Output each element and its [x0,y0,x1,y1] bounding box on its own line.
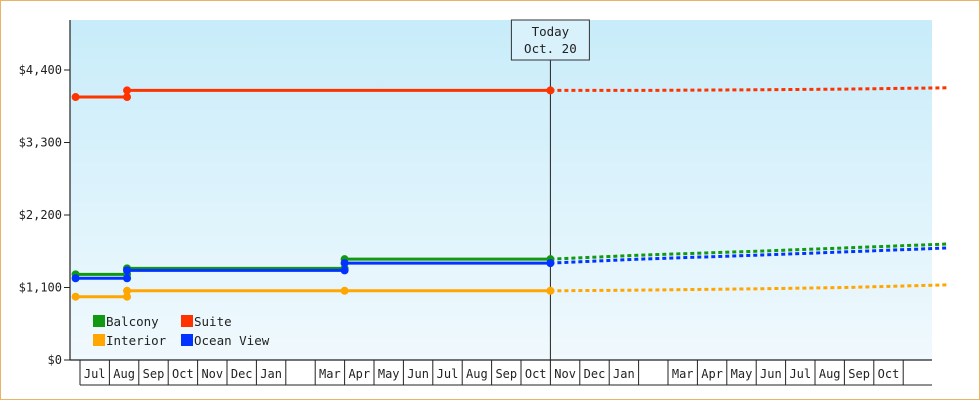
series-suite-forecast [550,86,948,92]
x-month-label: Nov [201,367,223,381]
series-balcony-line [75,257,551,276]
x-month-label: Jul [84,367,106,381]
series-suite-point [123,93,132,102]
series-ocean-view-forecast [550,246,948,265]
series-ocean-view-point [71,274,80,283]
x-month-label: Mar [319,367,341,381]
x-month-label: Jun [760,367,782,381]
series-suite-point [546,86,555,95]
legend-label-interior: Interior [106,333,167,348]
legend: Balcony Suite Interior Ocean View [93,314,270,348]
series-ocean-view-point [123,274,132,283]
series-ocean-view-point [340,266,349,275]
x-month-label: Dec [231,367,253,381]
series-interior-forecast [550,283,948,293]
legend-label-balcony: Balcony [106,314,159,329]
x-month-label: Aug [113,367,135,381]
x-month-label: Sep [495,367,517,381]
legend-swatch-balcony [93,315,105,327]
y-tick-label: $1,100 [19,281,62,295]
series-interior-point [123,292,132,301]
y-tick-label: $3,300 [19,136,62,150]
series-ocean-view-point [123,266,132,275]
y-tick-label: $2,200 [19,208,62,222]
x-month-label: May [731,367,753,381]
series-interior-point [546,286,555,295]
x-month-label: Sep [143,367,165,381]
series-ocean-view-point [546,259,555,268]
x-month-label: Jun [407,367,429,381]
today-marker: Today Oct. 20 [510,19,590,360]
x-month-label: Oct [878,367,900,381]
series-ocean-view-point [340,259,349,268]
x-month-label: Jan [260,367,282,381]
series-suite-point [71,93,80,102]
series-interior-point [123,286,132,295]
series-interior-point [340,286,349,295]
legend-swatch-interior [93,334,105,346]
y-tick-label: $0 [48,353,62,367]
x-axis: Jul Aug Sep Oct Nov Dec Jan Mar Apr May Jun Jul Aug S… [70,359,932,386]
x-month-label: May [378,367,400,381]
series-interior-point [71,292,80,301]
today-box [510,19,590,61]
x-month-label: Nov [554,367,576,381]
x-month-label: Jul [789,367,811,381]
x-month-label: Mar [672,367,694,381]
legend-label-ocean-view: Ocean View [194,333,270,348]
legend-swatch-ocean-view [181,334,193,346]
x-month-label: Sep [848,367,870,381]
series-suite-point [123,86,132,95]
x-month-label: Apr [348,367,370,381]
series-ocean-view-line [75,261,551,280]
x-month-label: Aug [466,367,488,381]
x-month-label: Jan [613,367,635,381]
series-balcony-forecast [550,242,948,261]
x-month-label: Oct [172,367,194,381]
x-month-label: Apr [701,367,723,381]
x-month-label: Aug [819,367,841,381]
series-lines [71,86,948,301]
plot-background [70,20,932,360]
x-month-label: Oct [525,367,547,381]
x-month-label: Jul [437,367,459,381]
legend-swatch-suite [181,315,193,327]
x-month-label: Dec [584,367,606,381]
legend-label-suite: Suite [194,314,232,329]
y-axis: $0 $1,100 $2,200 $3,300 $4,400 [19,20,71,367]
today-date: Oct. 20 [524,41,577,56]
today-label: Today [532,24,570,39]
y-tick-label: $4,400 [19,63,62,77]
